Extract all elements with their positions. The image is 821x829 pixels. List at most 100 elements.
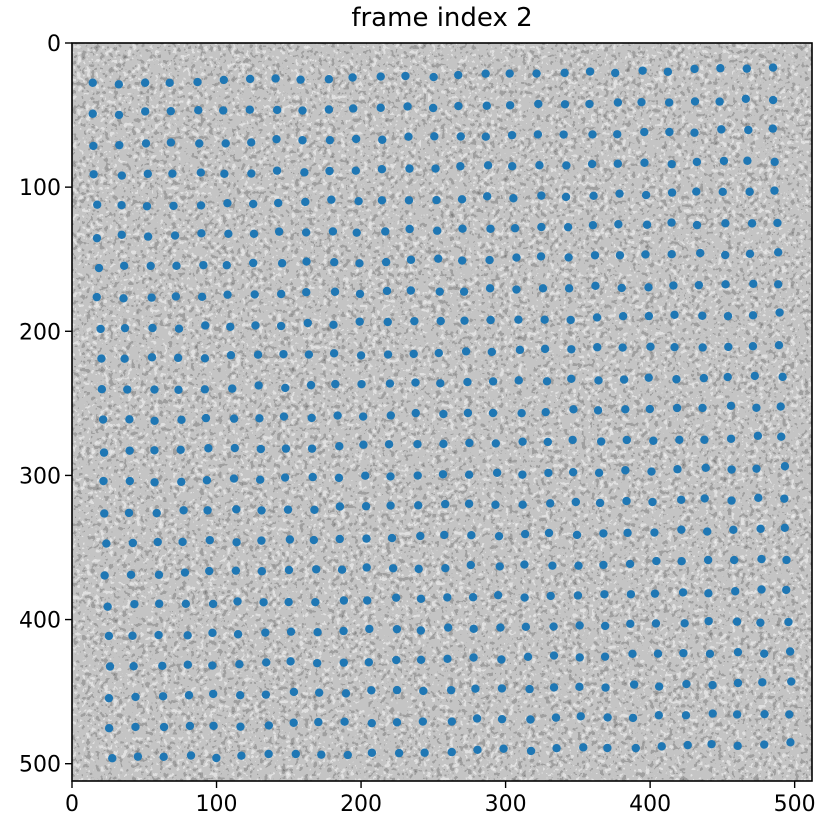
data-point xyxy=(760,709,769,719)
data-point xyxy=(247,169,256,178)
data-point xyxy=(472,714,482,723)
data-point xyxy=(356,351,366,360)
data-point xyxy=(126,570,136,580)
data-point xyxy=(517,408,526,418)
data-point xyxy=(272,105,282,115)
data-point xyxy=(701,463,710,473)
data-point xyxy=(682,679,691,689)
data-point xyxy=(409,349,418,359)
data-point xyxy=(165,78,174,88)
data-point xyxy=(392,655,401,665)
data-point xyxy=(760,649,769,658)
data-point xyxy=(435,287,444,296)
data-point xyxy=(537,191,546,200)
data-point xyxy=(732,617,742,626)
data-point xyxy=(166,138,176,147)
data-point xyxy=(185,721,195,731)
y-tick-label: 100 xyxy=(19,176,61,201)
data-point xyxy=(154,599,164,608)
data-point xyxy=(599,560,608,570)
data-point xyxy=(99,476,108,486)
data-point xyxy=(628,713,638,723)
data-point xyxy=(123,385,132,394)
data-point xyxy=(92,233,102,243)
data-point xyxy=(591,281,600,291)
data-point xyxy=(628,649,637,659)
data-point xyxy=(654,682,664,691)
data-point xyxy=(678,588,688,597)
data-point xyxy=(261,628,270,637)
data-point xyxy=(328,227,338,236)
data-point xyxy=(224,229,233,238)
data-point xyxy=(411,408,420,418)
data-point xyxy=(768,63,778,72)
data-point xyxy=(715,97,724,106)
data-point xyxy=(564,284,574,293)
data-point xyxy=(443,593,452,602)
data-point xyxy=(562,161,571,170)
data-point xyxy=(622,496,631,506)
data-point xyxy=(623,528,632,538)
data-point xyxy=(575,682,584,692)
data-point xyxy=(465,438,474,448)
data-point xyxy=(703,555,713,565)
data-point xyxy=(325,135,335,145)
data-point xyxy=(226,351,236,360)
data-point xyxy=(774,341,784,350)
data-point xyxy=(670,343,679,352)
data-point xyxy=(125,415,134,424)
data-point xyxy=(104,693,114,703)
data-point xyxy=(362,563,371,572)
data-point xyxy=(131,722,140,732)
data-point xyxy=(384,440,394,449)
data-point xyxy=(589,191,598,201)
y-tick-label: 500 xyxy=(19,753,61,778)
data-point xyxy=(473,745,482,755)
data-point xyxy=(544,468,553,478)
data-point xyxy=(595,498,605,508)
data-point xyxy=(179,506,188,515)
data-point xyxy=(303,318,312,328)
data-point xyxy=(197,229,206,238)
data-point xyxy=(707,739,716,749)
data-point xyxy=(120,354,129,363)
data-point xyxy=(469,624,478,634)
data-point xyxy=(376,72,385,81)
data-point xyxy=(698,403,707,413)
data-point xyxy=(641,190,651,200)
data-point xyxy=(599,529,608,538)
data-point xyxy=(254,381,263,390)
data-point xyxy=(770,186,779,195)
data-point xyxy=(786,738,795,747)
data-point xyxy=(520,560,529,569)
data-point xyxy=(549,683,559,692)
data-point xyxy=(731,587,740,596)
data-point xyxy=(229,414,239,423)
data-point xyxy=(700,494,709,503)
data-point xyxy=(392,624,402,634)
data-point xyxy=(663,67,673,76)
data-point xyxy=(362,534,371,543)
data-point xyxy=(520,593,529,602)
data-point xyxy=(644,311,654,321)
data-point xyxy=(289,687,299,697)
data-point xyxy=(463,408,473,418)
data-point xyxy=(652,556,661,566)
data-point xyxy=(773,218,782,228)
data-point xyxy=(405,224,414,234)
data-point xyxy=(692,187,701,196)
data-point xyxy=(102,539,111,548)
data-point xyxy=(454,101,463,111)
data-point xyxy=(264,749,273,759)
data-point xyxy=(330,287,340,296)
data-point xyxy=(780,462,790,471)
data-point xyxy=(219,106,228,115)
data-point xyxy=(364,658,374,667)
data-point xyxy=(546,591,555,601)
data-point xyxy=(471,684,480,693)
data-point xyxy=(613,159,623,168)
data-point xyxy=(351,166,361,175)
data-point xyxy=(367,748,377,757)
data-point xyxy=(381,257,391,267)
